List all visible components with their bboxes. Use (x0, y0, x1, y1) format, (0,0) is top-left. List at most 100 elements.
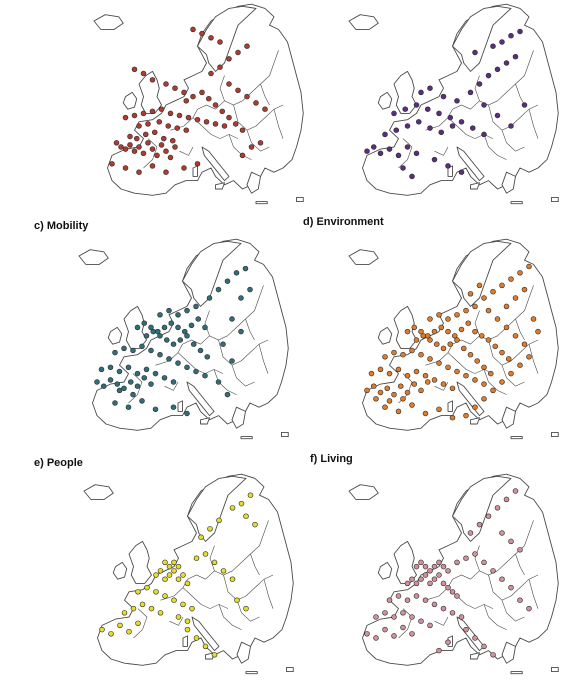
city-point (432, 329, 437, 334)
land-outline (123, 92, 137, 109)
city-point (212, 652, 217, 657)
city-point (500, 350, 505, 355)
city-point (186, 115, 191, 120)
city-point (176, 564, 181, 569)
city-point (437, 573, 442, 578)
country-border (134, 609, 148, 638)
city-point (176, 312, 181, 317)
city-point (387, 147, 392, 152)
city-point (441, 581, 446, 586)
city-point (149, 348, 154, 353)
city-point (473, 636, 478, 641)
city-point (143, 132, 148, 137)
city-point (244, 514, 249, 519)
city-point (371, 145, 376, 150)
city-point (175, 126, 180, 131)
city-point (113, 401, 118, 406)
panel-label-d: d) Environment (303, 216, 384, 228)
land-outline (129, 541, 152, 583)
city-point (500, 531, 505, 536)
city-point (378, 390, 383, 395)
city-point (450, 610, 455, 615)
city-point (115, 382, 120, 387)
country-border (214, 369, 237, 394)
city-point (153, 407, 158, 412)
land-outline (246, 672, 257, 674)
country-border (270, 50, 279, 75)
city-point (401, 396, 406, 401)
land-outline (282, 432, 289, 436)
city-point (161, 136, 166, 141)
city-point (455, 338, 460, 343)
country-border (234, 105, 257, 130)
country-border (471, 336, 498, 344)
map-panel-b (340, 0, 565, 210)
city-point (239, 329, 244, 334)
city-point (158, 568, 163, 573)
land-outline (241, 437, 252, 439)
city-point (419, 329, 424, 334)
city-point (155, 329, 160, 334)
city-point (491, 388, 496, 393)
europe-map-c (70, 235, 295, 445)
city-point (204, 119, 209, 124)
city-point (446, 585, 451, 590)
city-point (504, 497, 509, 502)
land-outline (139, 71, 162, 113)
land-outline (502, 407, 516, 428)
city-point (109, 631, 114, 636)
country-border (475, 311, 480, 336)
country-border (165, 382, 179, 390)
city-point (405, 124, 410, 129)
city-point (203, 644, 208, 649)
city-point (134, 136, 139, 141)
city-point (441, 94, 446, 99)
city-point (423, 573, 428, 578)
map-panel-e (75, 470, 300, 680)
city-point (185, 333, 190, 338)
city-point (378, 367, 383, 372)
city-point (163, 560, 168, 565)
city-point (473, 377, 478, 382)
city-point (446, 317, 451, 322)
city-point (164, 338, 169, 343)
city-point (203, 325, 208, 330)
city-point (209, 71, 214, 76)
city-point (374, 636, 379, 641)
city-point (227, 82, 232, 87)
city-point (509, 371, 514, 376)
city-point (199, 535, 204, 540)
country-border (206, 571, 233, 579)
city-point (479, 333, 484, 338)
city-point (522, 342, 527, 347)
city-point (132, 113, 137, 118)
city-point (531, 317, 536, 322)
city-point (99, 367, 104, 372)
city-point (184, 128, 189, 133)
city-point (191, 94, 196, 99)
city-point (205, 354, 210, 359)
city-point (412, 325, 417, 330)
city-point (518, 547, 523, 552)
city-point (213, 103, 218, 108)
city-point (464, 556, 469, 561)
city-point (437, 648, 442, 653)
country-border (229, 134, 252, 159)
city-point (190, 606, 195, 611)
city-point (113, 350, 118, 355)
city-point (500, 577, 505, 582)
country-border (516, 554, 525, 575)
city-point (392, 633, 397, 638)
city-point (171, 380, 176, 385)
city-point (450, 415, 455, 420)
city-point (455, 560, 460, 565)
city-point (221, 568, 226, 573)
country-border (232, 365, 255, 386)
city-point (173, 145, 178, 150)
city-point (162, 375, 167, 380)
country-border (233, 546, 260, 571)
city-point (518, 363, 523, 368)
city-point (495, 113, 500, 118)
city-point (419, 90, 424, 95)
city-point (150, 147, 155, 152)
